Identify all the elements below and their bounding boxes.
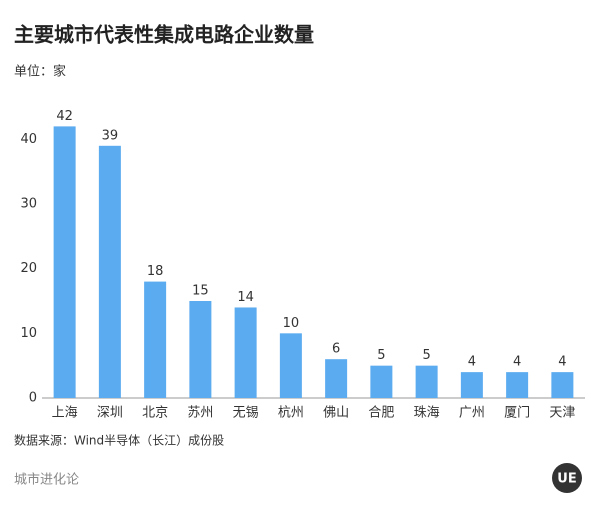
x-tick-label: 上海 — [52, 406, 78, 421]
bar — [144, 281, 167, 398]
x-tick-label: 广州 — [459, 406, 485, 421]
bar — [189, 301, 212, 398]
value-label: 10 — [283, 316, 300, 331]
bar — [370, 365, 393, 398]
x-tick-label: 深圳 — [97, 406, 123, 421]
value-label: 5 — [422, 348, 430, 363]
x-tick-label: 无锡 — [233, 406, 259, 421]
footer-brand: 城市进化论 — [14, 472, 79, 488]
y-tick-label: 10 — [20, 326, 37, 341]
x-tick-label: 杭州 — [278, 406, 304, 421]
value-label: 39 — [102, 128, 119, 143]
value-label: 14 — [237, 290, 254, 305]
bar — [279, 333, 302, 398]
value-label: 4 — [468, 355, 476, 370]
value-label: 4 — [558, 355, 566, 370]
y-tick-label: 20 — [20, 261, 37, 276]
bar — [460, 372, 483, 398]
bar — [551, 372, 574, 398]
y-tick-label: 30 — [20, 197, 37, 212]
y-tick-label: 0 — [29, 391, 37, 406]
logo — [552, 463, 582, 493]
y-tick-label: 40 — [20, 132, 37, 147]
x-tick-label: 天津 — [549, 406, 575, 421]
x-tick-label: 厦门 — [504, 406, 530, 421]
value-label: 42 — [56, 109, 73, 124]
x-tick-label: 北京 — [142, 406, 168, 421]
logo-text: UE — [557, 472, 576, 487]
bar — [415, 365, 438, 398]
unit-label: 单位：家 — [14, 64, 66, 80]
value-label: 6 — [332, 342, 340, 357]
value-label: 5 — [377, 348, 385, 363]
bar — [325, 359, 348, 398]
bar — [234, 307, 257, 398]
source-note: 数据来源：Wind半导体（长江）成份股 — [14, 433, 224, 448]
x-tick-label: 佛山 — [323, 406, 349, 421]
x-tick-label: 苏州 — [187, 405, 213, 421]
value-label: 15 — [192, 284, 209, 299]
x-tick-label: 合肥 — [368, 406, 394, 421]
bar — [53, 126, 76, 399]
bar — [506, 372, 529, 398]
value-label: 4 — [513, 355, 521, 370]
chart-title: 主要城市代表性集成电路企业数量 — [14, 23, 314, 47]
bar — [98, 145, 121, 398]
value-label: 18 — [147, 264, 164, 279]
x-tick-label: 珠海 — [414, 406, 440, 421]
